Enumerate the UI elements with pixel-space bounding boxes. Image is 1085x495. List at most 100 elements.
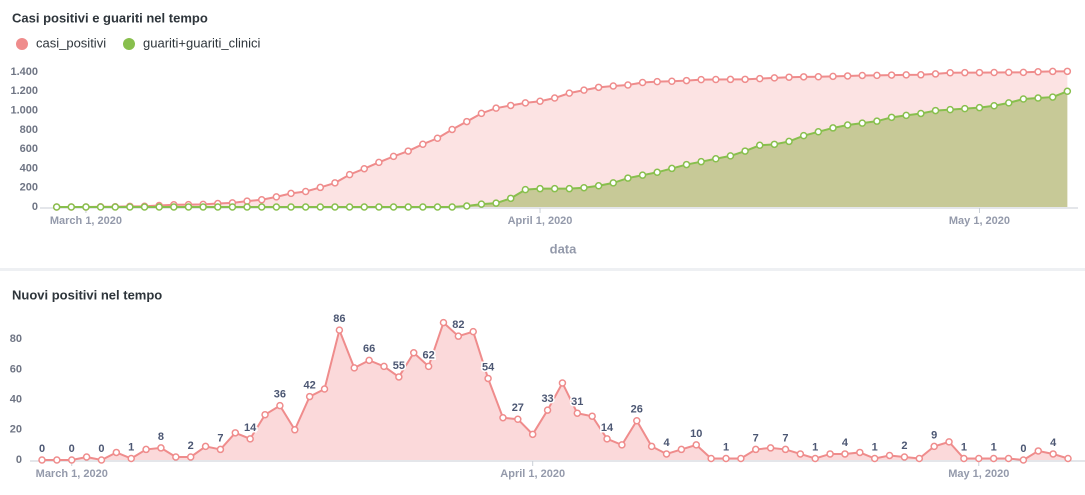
chart-title: Nuovi positivi nel tempo: [12, 287, 162, 302]
data-point: [404, 147, 412, 155]
data-point: [305, 392, 314, 401]
data-point: [647, 442, 656, 451]
data-point: [1004, 454, 1013, 463]
data-point: [580, 86, 588, 94]
data-point: [389, 203, 398, 211]
data-point: [609, 179, 618, 187]
legend-swatch: [123, 38, 135, 50]
data-label: 4: [1050, 437, 1057, 449]
data-point: [887, 113, 896, 122]
card-separator: [0, 268, 1085, 271]
data-point: [799, 73, 808, 81]
series-line: [42, 320, 1069, 462]
data-point: [97, 456, 106, 464]
legend-swatch: [16, 38, 28, 50]
data-point: [638, 78, 647, 87]
data-point: [737, 454, 745, 463]
data-point: [439, 318, 448, 327]
data-point: [419, 203, 427, 211]
data-point: [126, 203, 134, 211]
data-point: [989, 454, 998, 463]
data-point: [112, 448, 121, 457]
y-tick-label: 1.000: [10, 104, 38, 116]
data-label: 0: [98, 443, 104, 455]
y-tick-label: 400: [20, 162, 38, 174]
data-point: [975, 454, 983, 463]
data-point: [492, 199, 500, 207]
data-point: [142, 445, 150, 454]
data-point: [201, 442, 210, 451]
x-tick-label: April 1, 2020: [508, 215, 573, 227]
data-point: [172, 453, 180, 461]
data-label: 7: [753, 432, 759, 444]
data-point: [389, 152, 398, 161]
data-point: [345, 170, 354, 179]
data-point: [931, 70, 940, 78]
y-tick-label: 0: [32, 201, 38, 213]
data-point: [216, 445, 225, 454]
data-point: [52, 203, 61, 211]
data-point: [624, 81, 632, 89]
data-point: [345, 203, 354, 211]
data-point: [492, 104, 500, 112]
data-label: 1: [872, 441, 878, 453]
data-point: [961, 104, 969, 113]
data-point: [316, 183, 325, 192]
data-point: [961, 68, 969, 77]
data-label: 0: [69, 443, 75, 455]
data-point: [917, 109, 925, 118]
data-point: [1034, 68, 1042, 76]
data-point: [331, 203, 339, 211]
data-point: [653, 77, 661, 86]
data-point: [528, 430, 537, 439]
data-point: [726, 152, 735, 160]
data-point: [140, 203, 149, 211]
data-label: 66: [363, 343, 375, 355]
data-label: 8: [158, 431, 164, 443]
data-point: [902, 71, 910, 79]
data-point: [272, 203, 281, 211]
data-point: [463, 117, 471, 126]
data-point: [946, 105, 954, 114]
data-point: [375, 203, 383, 211]
data-point: [1005, 68, 1013, 77]
y-tick-label: 80: [10, 333, 22, 345]
data-point: [521, 99, 530, 107]
area-fill: [56, 91, 1068, 207]
data-point: [1005, 99, 1013, 107]
data-point: [668, 164, 676, 173]
data-point: [184, 203, 193, 211]
data-point: [360, 203, 369, 211]
data-point: [873, 117, 881, 125]
data-point: [741, 75, 749, 84]
data-point: [261, 410, 269, 419]
data-label: 2: [188, 440, 194, 452]
data-label: 1: [128, 441, 134, 453]
data-point: [580, 183, 588, 192]
data-point: [677, 445, 686, 454]
data-label: 0: [39, 443, 45, 455]
data-point: [887, 71, 896, 79]
x-tick-label: April 1, 2020: [500, 468, 565, 480]
data-point: [915, 454, 924, 463]
data-point: [499, 413, 507, 422]
data-point: [127, 454, 135, 463]
data-point: [945, 438, 953, 446]
data-point: [826, 450, 834, 458]
data-point: [990, 102, 998, 110]
data-point: [766, 444, 775, 452]
data-point: [506, 101, 515, 110]
data-point: [931, 106, 940, 115]
data-point: [1049, 450, 1057, 458]
data-point: [469, 327, 477, 336]
data-point: [243, 197, 251, 205]
data-point: [157, 444, 165, 452]
data-point: [1019, 68, 1028, 77]
data-point: [1034, 94, 1042, 102]
data-point: [707, 454, 715, 463]
data-point: [829, 124, 837, 132]
data-point: [477, 109, 486, 118]
data-point: [624, 174, 632, 182]
data-point: [246, 435, 254, 443]
data-point: [199, 203, 207, 211]
